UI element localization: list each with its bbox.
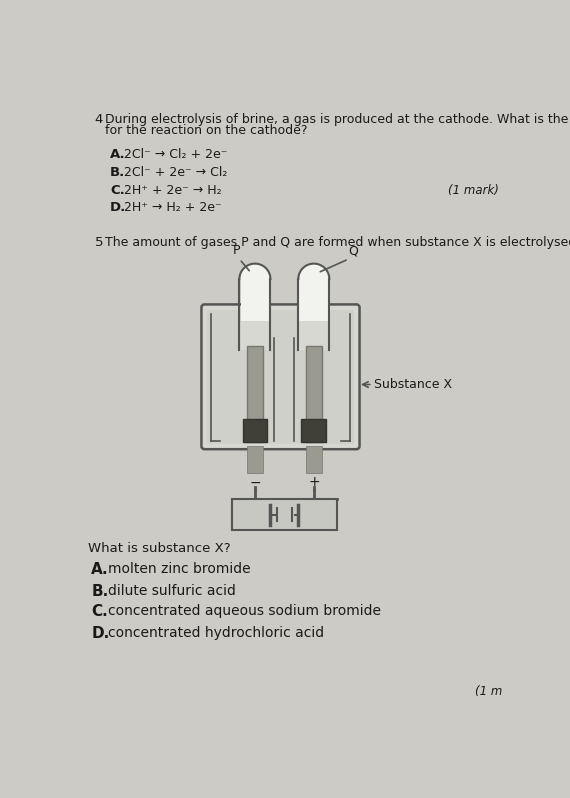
Text: D.: D. xyxy=(110,201,126,214)
Polygon shape xyxy=(298,263,329,279)
Bar xyxy=(302,419,326,442)
Text: C.: C. xyxy=(91,604,108,619)
Bar xyxy=(299,279,328,322)
Text: What is substance X?: What is substance X? xyxy=(88,543,231,555)
Text: dilute sulfuric acid: dilute sulfuric acid xyxy=(108,584,237,598)
Bar xyxy=(247,446,263,473)
Text: C.: C. xyxy=(110,184,125,196)
Text: −: − xyxy=(249,476,260,489)
Text: concentrated hydrochloric acid: concentrated hydrochloric acid xyxy=(108,626,324,639)
Text: 2Cl⁻ → Cl₂ + 2e⁻: 2Cl⁻ → Cl₂ + 2e⁻ xyxy=(124,148,227,161)
Text: The amount of gases P and Q are formed when substance X is electrolysed.: The amount of gases P and Q are formed w… xyxy=(105,236,570,249)
Text: D.: D. xyxy=(91,626,109,641)
Bar xyxy=(231,500,337,530)
Text: B.: B. xyxy=(110,166,125,179)
Text: A.: A. xyxy=(110,148,125,161)
Bar xyxy=(242,419,267,442)
Text: +: + xyxy=(308,476,320,489)
Polygon shape xyxy=(239,263,270,279)
Bar xyxy=(306,346,321,442)
Text: Substance X: Substance X xyxy=(373,378,451,391)
Bar xyxy=(241,322,269,350)
Text: Q: Q xyxy=(349,244,359,258)
Text: A.: A. xyxy=(91,563,109,578)
Text: (1 mark): (1 mark) xyxy=(448,184,499,196)
Bar xyxy=(306,446,321,473)
Text: 2H⁺ + 2e⁻ → H₂: 2H⁺ + 2e⁻ → H₂ xyxy=(124,184,222,196)
Bar xyxy=(247,346,263,442)
Text: molten zinc bromide: molten zinc bromide xyxy=(108,563,251,576)
Text: 2H⁺ → H₂ + 2e⁻: 2H⁺ → H₂ + 2e⁻ xyxy=(124,201,222,214)
Text: P: P xyxy=(233,244,241,258)
Text: During electrolysis of brine, a gas is produced at the cathode. What is the half: During electrolysis of brine, a gas is p… xyxy=(105,113,570,126)
Bar xyxy=(207,310,354,444)
Bar xyxy=(299,322,328,350)
Text: for the reaction on the cathode?: for the reaction on the cathode? xyxy=(105,124,308,137)
Text: 5: 5 xyxy=(95,236,103,249)
Text: 2Cl⁻ + 2e⁻ → Cl₂: 2Cl⁻ + 2e⁻ → Cl₂ xyxy=(124,166,227,179)
Text: concentrated aqueous sodium bromide: concentrated aqueous sodium bromide xyxy=(108,604,381,618)
Text: (1 m: (1 m xyxy=(475,685,502,698)
Text: 4: 4 xyxy=(95,113,103,126)
Text: B.: B. xyxy=(91,584,109,599)
FancyBboxPatch shape xyxy=(201,304,360,449)
Bar xyxy=(241,279,269,322)
